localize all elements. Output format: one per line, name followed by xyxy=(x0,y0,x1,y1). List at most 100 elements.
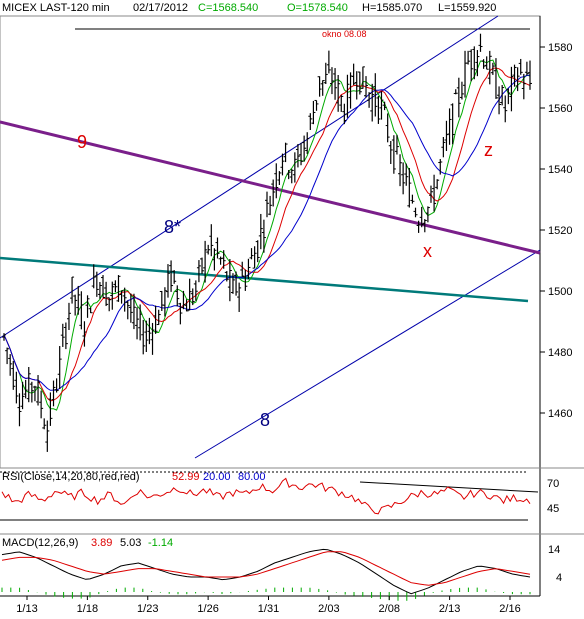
price-bar xyxy=(438,159,443,175)
close-label: C=1568.540 xyxy=(198,2,258,14)
price-bar xyxy=(8,354,13,376)
price-bar xyxy=(261,219,266,253)
price-bar xyxy=(187,278,192,311)
price-bar xyxy=(280,153,285,176)
price-bar xyxy=(175,285,180,307)
price-bar xyxy=(521,73,526,100)
price-bar xyxy=(289,168,294,184)
price-bar xyxy=(404,163,409,186)
price-bar xyxy=(48,392,53,426)
price-bar xyxy=(156,309,161,326)
price-bar xyxy=(172,270,177,284)
price-bar xyxy=(308,113,313,130)
rsi-trend-line xyxy=(359,481,539,493)
price-bar xyxy=(141,319,146,355)
price-bar xyxy=(224,271,229,282)
rsi-value: 52.99 xyxy=(172,471,200,483)
macd-hist-value: -1.14 xyxy=(148,537,173,549)
wave-9-line xyxy=(0,120,541,255)
date-tick-label: 1/18 xyxy=(77,603,98,615)
price-bar xyxy=(441,136,446,158)
price-bars xyxy=(2,33,532,452)
price-bar xyxy=(184,299,189,312)
rsi-line xyxy=(1,477,531,515)
price-bar xyxy=(382,101,387,111)
price-bar xyxy=(147,317,152,345)
price-bar xyxy=(497,86,502,115)
price-bar xyxy=(357,71,362,95)
price-bar xyxy=(265,191,269,218)
high-label: H=1585.070 xyxy=(362,2,422,14)
price-bar xyxy=(97,281,102,299)
price-tick-label: 1480 xyxy=(548,347,572,359)
price-bar xyxy=(73,294,78,316)
price-bar xyxy=(274,163,279,199)
moving-averages xyxy=(3,59,531,411)
date-tick-label: 1/13 xyxy=(16,603,37,615)
price-bar xyxy=(345,74,350,118)
price-bar xyxy=(416,220,421,233)
price-bar xyxy=(398,154,403,187)
price-bar xyxy=(36,375,41,406)
price-bar xyxy=(32,385,37,402)
open-label: O=1578.540 xyxy=(287,2,348,14)
price-bar xyxy=(193,280,198,301)
price-bar xyxy=(422,219,427,233)
price-bar xyxy=(125,300,130,320)
date-tick-label: 2/16 xyxy=(499,603,520,615)
price-bar xyxy=(181,290,186,310)
macd-tick-4: 4 xyxy=(556,572,562,584)
price-bar xyxy=(85,295,90,318)
price-bar xyxy=(419,206,424,228)
price-bar xyxy=(246,258,251,280)
price-bar xyxy=(162,287,167,317)
price-bar xyxy=(314,99,319,111)
low-label: L=1559.920 xyxy=(438,2,496,14)
date-tick-label: 2/03 xyxy=(318,603,339,615)
price-bar xyxy=(410,194,415,204)
price-bar xyxy=(131,293,136,330)
price-bar xyxy=(66,302,71,330)
price-bar xyxy=(243,269,248,291)
price-bar xyxy=(23,379,28,399)
teal-support-line xyxy=(0,256,529,303)
price-bar xyxy=(60,323,65,347)
price-bar xyxy=(336,74,341,112)
price-bar xyxy=(14,371,19,404)
price-bar xyxy=(401,162,406,195)
price-bar xyxy=(447,108,452,145)
price-bar xyxy=(500,84,505,106)
price-bar xyxy=(413,207,418,218)
price-tick-label: 1460 xyxy=(548,408,572,420)
price-bar xyxy=(435,179,440,190)
wave-annotations: 9 8* 8 x z xyxy=(77,132,493,430)
price-bar xyxy=(252,246,257,269)
price-bar xyxy=(379,91,384,120)
price-bar xyxy=(200,257,205,275)
price-bar xyxy=(481,59,486,69)
price-bar xyxy=(258,213,263,250)
price-bar xyxy=(165,264,170,298)
price-bar xyxy=(326,50,331,74)
price-bar xyxy=(339,95,344,112)
ma-fast-line xyxy=(3,59,531,411)
price-bar xyxy=(63,322,68,350)
price-bar xyxy=(221,250,226,269)
price-bar xyxy=(212,248,217,271)
price-tick-label: 1500 xyxy=(548,286,572,298)
symbol-label: MICEX LAST-120 min xyxy=(2,2,110,14)
price-bar xyxy=(354,71,359,100)
price-bar xyxy=(113,280,118,293)
price-bar xyxy=(215,237,220,259)
price-bar xyxy=(292,152,297,183)
price-bar xyxy=(26,366,31,403)
rsi-upper: 80.00 xyxy=(238,471,266,483)
price-bar xyxy=(367,92,372,108)
macd-histogram xyxy=(1,587,531,601)
price-bar xyxy=(190,288,195,306)
price-bar xyxy=(317,76,322,97)
price-bar xyxy=(150,322,155,355)
price-bar xyxy=(493,58,498,99)
date-tick-label: 1/31 xyxy=(258,603,279,615)
price-bar xyxy=(478,33,483,52)
